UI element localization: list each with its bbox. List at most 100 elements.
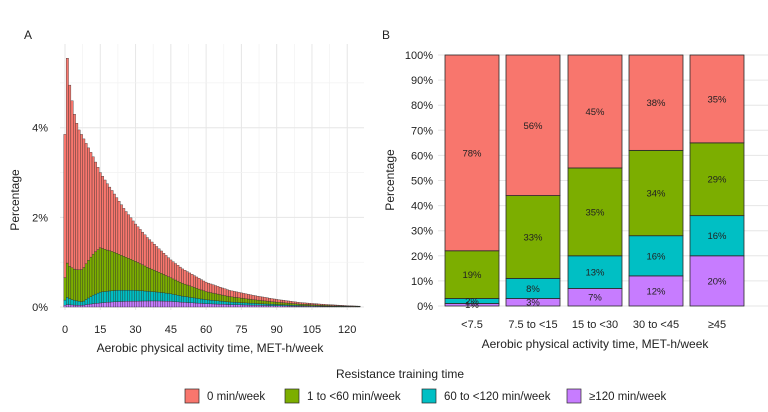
panel-b-bar-segment [689,215,745,257]
panel-a-bar-segment [150,241,154,270]
panel-a-bar-segment [127,214,130,259]
panel-b-chart: 1%2% 19% 78% 3% 8% 33% 56% 7% 13% 35% 45% 12% 16% 34%… [405,50,768,331]
panel-a-bar-segment [265,303,269,306]
panel-a-bar-segment [115,253,119,291]
panel-a-bar-segment [171,301,175,308]
panel-a-bar-segment [164,292,168,302]
panel-a-bar-segment [185,302,189,308]
panel-b-data-label: 56% [523,121,543,132]
panel-a-x-ticks: 0 15 30 45 60 75 90 105 120 [62,324,356,336]
panel-a-bar-segment [317,303,321,306]
panel-a-bar-segment [223,288,227,296]
panel-a-bar-segment [77,269,81,302]
panel-a-bar-segment [91,295,95,304]
panel-a-bar-segment [230,296,234,303]
panel-b-bar-segment [567,54,623,169]
panel-b-data-label: 35% [585,207,605,218]
panel-a-bar-segment [263,300,267,305]
panel-a-bar-segment [218,300,222,305]
panel-a-bar-segment [251,295,255,300]
panel-a-x-tick: 60 [200,324,212,336]
panel-a-bar-segment [136,226,140,263]
panel-a-bar-segment [296,303,300,306]
panel-a-bar-segment [134,223,137,262]
panel-a-bar-segment [289,301,293,304]
panel-a-bar-segment [68,266,72,299]
panel-a-bar-segment [308,303,311,305]
panel-a-bar-segment [230,290,234,298]
panel-a-bar-segment [138,300,142,308]
panel-a-bar-segment [265,300,269,305]
panel-a-bar-segment [63,134,67,278]
panel-b-y-tick: 10% [411,276,433,288]
panel-a-bar-segment [200,289,203,300]
panel-a-bar-segment [197,303,201,308]
panel-a-bar-segment [225,304,229,308]
panel-a-bar-segment [101,176,104,249]
panel-a-bar-segment [218,287,222,295]
panel-a-bar-segment [138,290,142,302]
panel-b-bar-segment [628,54,684,151]
panel-b-y-tick: 80% [411,100,433,112]
panel-a-bar-segment [223,301,227,305]
panel-a-bar-segment [174,294,177,302]
panel-a-bar-segment [160,250,163,274]
panel-a-bar-segment [303,302,307,305]
panel-a-bar-segment [96,167,100,250]
panel-a-bar-segment [153,269,156,292]
panel-b-y-tick: 0% [417,301,433,313]
panel-a-bar-segment [225,295,229,302]
panel-a-bar-segment [270,298,274,302]
panel-a-bar-segment [218,304,222,308]
panel-a-bar-segment [338,305,342,307]
panel-a-x-tick: 45 [165,324,177,336]
panel-a-bar-segment [207,291,210,301]
panel-a-bar-segment [171,294,175,302]
panel-a-bar-segment [82,300,86,306]
panel-a-bar-segment [143,300,147,308]
panel-a-bar-segment [174,301,177,308]
panel-a-bar-segment [341,305,344,307]
panel-a-bar-segment [305,304,309,306]
panel-a-bar-segment [138,229,142,264]
panel-a-bar-segment [115,197,119,254]
panel-a-bar-segment [188,285,192,298]
panel-a-bar-segment [296,302,300,305]
panel-a-bar-segment [124,257,128,291]
panel-a-bar-segment [124,301,128,308]
panel-a-bar-segment [157,300,161,308]
panel-a-bar-segment [117,301,121,308]
panel-a-bar-segment [256,305,260,308]
panel-a-bar-segment [214,300,217,305]
panel-a-bar-segment [291,303,295,306]
panel-a-bar-segment [101,302,104,308]
panel-a-bar-segment [153,291,156,302]
panel-a-bar-segment [251,299,255,304]
panel-a-bar-segment [251,303,255,306]
panel-a-bar-segment [334,304,337,306]
panel-a-bar-segment [228,304,231,308]
panel-a-bar-segment [223,304,227,308]
panel-a-bar-segment [176,295,180,303]
panel-a-bar-segment [242,304,246,308]
panel-a-bar-segment [193,287,196,299]
panel-a-bar-segment [138,263,142,291]
panel-a-bar-segment [242,302,246,306]
panel-a-bar-segment [282,300,286,303]
panel-b-y-tick: 30% [411,226,433,238]
panel-a-bar-segment [280,302,283,305]
panel-a-bar-segment [197,298,201,304]
panel-a-bar-segment [249,294,253,300]
panel-a-bar-segment [228,301,231,305]
panel-a-bar-segment [305,302,309,305]
panel-a-bar-segment [124,290,128,302]
panel-a-bar-segment [167,293,170,302]
panel-a-bar-segment [197,278,201,290]
panel-a-bar-segment [171,261,175,280]
panel-b-data-label: 29% [707,175,727,186]
panel-a-bar-segment [101,248,104,293]
panel-a-bar-segment [221,304,224,308]
panel-a-bar-segment [141,264,144,292]
panel-a-bar-segment [268,305,271,308]
panel-a-bar-segment [129,259,133,291]
